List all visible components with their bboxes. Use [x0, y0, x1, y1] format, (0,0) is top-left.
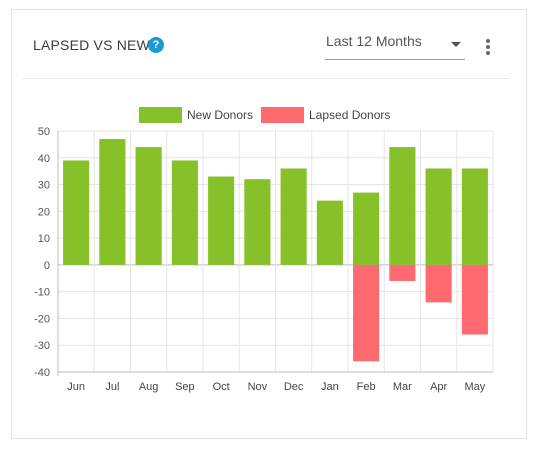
x-tick-label: Jun [67, 381, 85, 393]
new-donors-bar [280, 168, 307, 265]
x-tick-label: Jul [105, 381, 119, 393]
new-donors-bar [63, 160, 90, 265]
new-donors-bar [244, 179, 271, 265]
card-title: LAPSED VS NEW [33, 37, 150, 53]
x-tick-label: Jan [321, 381, 339, 393]
legend-new-donors-swatch [139, 107, 182, 123]
y-tick-label: 10 [38, 233, 50, 245]
y-tick-label: -10 [34, 287, 50, 299]
y-tick-label: -30 [34, 340, 50, 352]
help-icon[interactable]: ? [148, 37, 164, 53]
more-options-icon[interactable] [483, 39, 493, 59]
y-tick-label: -20 [34, 313, 50, 325]
x-tick-label: Mar [393, 381, 412, 393]
legend-lapsed-donors-swatch [261, 107, 304, 123]
period-select[interactable]: Last 12 Months [325, 30, 465, 60]
x-tick-label: May [464, 381, 485, 393]
new-donors-bar [353, 192, 380, 265]
new-donors-bar [461, 168, 488, 265]
new-donors-bar [316, 200, 343, 265]
new-donors-bar [135, 147, 162, 265]
new-donors-bar [425, 168, 452, 265]
y-tick-label: 20 [38, 206, 50, 218]
y-tick-label: 30 [38, 180, 50, 192]
lapsed-donors-bar [425, 264, 452, 303]
y-tick-label: 0 [44, 260, 50, 272]
x-tick-label: Nov [248, 381, 268, 393]
new-donors-bar [99, 139, 126, 265]
header-divider [22, 78, 509, 79]
y-tick-label: -40 [34, 367, 50, 379]
lapsed-donors-bar [461, 264, 488, 335]
legend-lapsed-donors-label: Lapsed Donors [309, 108, 390, 122]
lapsed-donors-bar [353, 264, 380, 362]
y-tick-label: 50 [38, 126, 50, 138]
legend-new-donors-label: New Donors [187, 108, 253, 122]
new-donors-bar [171, 160, 198, 265]
period-select-value: Last 12 Months [326, 33, 422, 49]
x-tick-label: Sep [175, 381, 195, 393]
lapsed-donors-bar [389, 264, 416, 281]
chevron-down-icon [451, 42, 461, 47]
y-tick-label: 40 [38, 153, 50, 165]
new-donors-bar [389, 147, 416, 265]
x-tick-label: Feb [357, 381, 376, 393]
x-tick-label: Apr [430, 381, 447, 393]
new-donors-bar [208, 176, 235, 265]
x-tick-label: Aug [139, 381, 159, 393]
x-tick-label: Oct [213, 381, 230, 393]
x-tick-label: Dec [284, 381, 304, 393]
